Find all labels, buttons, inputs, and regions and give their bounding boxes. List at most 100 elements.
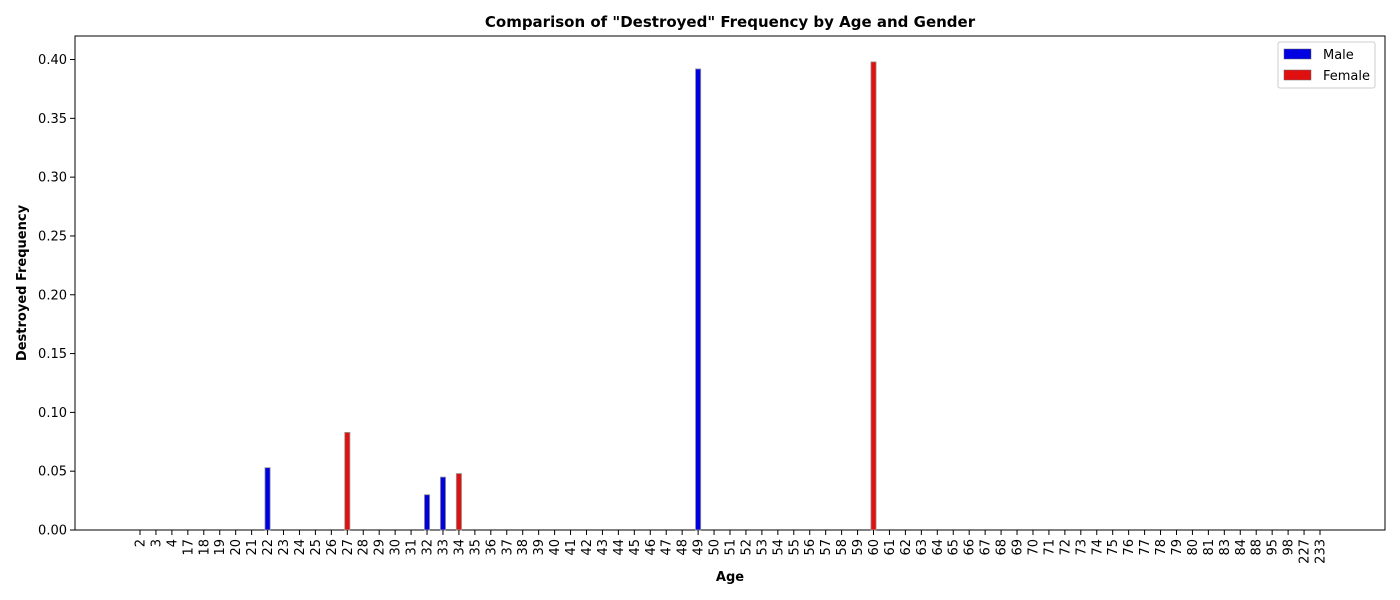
x-tick-label: 46: [644, 539, 659, 556]
legend-label-male: Male: [1323, 48, 1354, 63]
x-tick-label: 98: [1282, 539, 1297, 556]
x-tick-label: 30: [389, 539, 404, 556]
chart-title: Comparison of "Destroyed" Frequency by A…: [485, 13, 976, 31]
x-tick-label: 19: [213, 539, 228, 556]
x-tick-label: 20: [229, 539, 244, 556]
x-tick-label: 38: [516, 539, 531, 556]
x-tick-label: 54: [771, 539, 786, 556]
x-tick-label: 35: [468, 539, 483, 556]
legend-label-female: Female: [1323, 69, 1370, 84]
x-tick-label: 74: [1090, 539, 1105, 556]
x-tick-label: 37: [500, 539, 515, 556]
x-tick-label: 62: [899, 539, 914, 556]
x-tick-label: 49: [692, 539, 707, 556]
legend: Male Female: [1277, 41, 1376, 89]
x-tick-label: 63: [915, 539, 930, 556]
x-tick-label: 65: [947, 539, 962, 556]
x-tick-label: 71: [1042, 539, 1057, 556]
bar-female-age-60: [870, 61, 877, 531]
x-tick-label: 61: [883, 539, 898, 556]
x-tick-label: 28: [357, 539, 372, 556]
x-tick-label: 17: [181, 539, 196, 556]
x-tick-label: 26: [325, 539, 340, 556]
y-tick-label: 0.15: [38, 347, 67, 362]
x-tick-label: 18: [197, 539, 212, 556]
x-tick-label: 22: [261, 539, 276, 556]
x-tick-label: 233: [1314, 539, 1329, 564]
y-tick-label: 0.40: [38, 53, 67, 68]
x-axis-label: Age: [716, 570, 744, 585]
x-tick-label: 75: [1106, 539, 1121, 556]
x-tick-label: 72: [1058, 539, 1073, 556]
bar-male-age-33: [439, 476, 446, 531]
x-tick-label: 3: [149, 539, 164, 547]
x-tick-label: 45: [628, 539, 643, 556]
x-tick-label: 79: [1170, 539, 1185, 556]
x-tick-label: 29: [373, 539, 388, 556]
x-tick-label: 55: [787, 539, 802, 556]
x-tick-label: 27: [341, 539, 356, 556]
x-tick-label: 31: [405, 539, 420, 556]
x-tick-label: 78: [1154, 539, 1169, 556]
x-tick-label: 69: [1011, 539, 1026, 556]
x-tick-label: 48: [676, 539, 691, 556]
x-tick-label: 42: [580, 539, 595, 556]
x-tick-label: 23: [277, 539, 292, 556]
x-tick-label: 57: [819, 539, 834, 556]
x-tick-label: 73: [1074, 539, 1089, 556]
axes-frame: [74, 35, 1386, 531]
x-tick-label: 41: [564, 539, 579, 556]
x-tick-label: 64: [931, 539, 946, 556]
bar-female-age-27: [344, 431, 351, 531]
x-tick-label: 67: [979, 539, 994, 556]
x-tick-label: 21: [245, 539, 260, 556]
x-tick-label: 33: [436, 539, 451, 556]
x-tick-label: 53: [755, 539, 770, 556]
x-tick-label: 47: [660, 539, 675, 556]
x-tick-label: 56: [803, 539, 818, 556]
x-tick-label: 51: [724, 539, 739, 556]
x-tick-label: 83: [1218, 539, 1233, 556]
x-tick-label: 80: [1186, 539, 1201, 556]
x-axis-ticks: 2 3 4 17 18 19 20 21 22 23 24 25 26 27 28 29 30 31 32 33 34 3…: [134, 530, 1329, 564]
x-tick-label: 76: [1122, 539, 1137, 556]
x-tick-label: 58: [835, 539, 850, 556]
x-tick-label: 59: [851, 539, 866, 556]
x-tick-label: 34: [452, 539, 467, 556]
y-tick-label: 0.20: [38, 288, 67, 303]
x-tick-label: 50: [708, 539, 723, 556]
y-tick-label: 0.05: [38, 465, 67, 480]
bar-female-age-34: [455, 473, 462, 531]
y-tick-label: 0.00: [38, 524, 67, 539]
x-tick-label: 40: [548, 539, 563, 556]
y-tick-label: 0.35: [38, 112, 67, 127]
x-tick-label: 95: [1266, 539, 1281, 556]
y-axis-ticks: 0.00 0.05 0.10 0.15 0.20 0.25 0.30 0.35 0.40: [38, 53, 75, 539]
x-tick-label: 84: [1234, 539, 1249, 556]
bar-male-age-49: [695, 68, 702, 531]
x-tick-label: 36: [484, 539, 499, 556]
x-tick-label: 44: [612, 539, 627, 556]
x-tick-label: 81: [1202, 539, 1217, 556]
x-tick-label: 32: [421, 539, 436, 556]
x-tick-label: 25: [309, 539, 324, 556]
x-tick-label: 66: [963, 539, 978, 556]
y-tick-label: 0.25: [38, 229, 67, 244]
y-axis-label: Destroyed Frequency: [15, 204, 30, 361]
x-tick-label: 68: [995, 539, 1010, 556]
x-tick-label: 52: [739, 539, 754, 556]
x-tick-label: 24: [293, 539, 308, 556]
bar-male-age-32: [424, 494, 431, 531]
x-tick-label: 4: [165, 539, 180, 547]
y-tick-label: 0.30: [38, 171, 67, 186]
x-tick-label: 43: [596, 539, 611, 556]
bars: [264, 61, 877, 531]
x-tick-label: 77: [1138, 539, 1153, 556]
x-tick-label: 2: [134, 539, 149, 547]
x-tick-label: 39: [532, 539, 547, 556]
x-tick-label: 88: [1250, 539, 1265, 556]
bar-male-age-22: [264, 467, 271, 531]
y-tick-label: 0.10: [38, 406, 67, 421]
